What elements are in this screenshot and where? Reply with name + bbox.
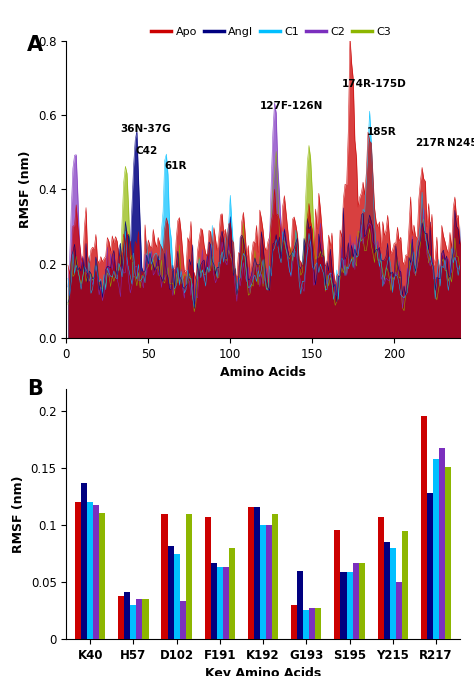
Y-axis label: RMSF (nm): RMSF (nm) <box>12 475 25 552</box>
Text: 185R: 185R <box>366 127 396 137</box>
Bar <box>272 514 278 639</box>
Bar <box>130 605 137 639</box>
Bar <box>310 608 315 639</box>
Text: 36N-37G: 36N-37G <box>120 124 171 134</box>
Bar <box>378 517 383 639</box>
Bar <box>99 512 105 639</box>
Bar <box>211 562 217 639</box>
Bar <box>421 416 427 639</box>
Bar <box>167 546 173 639</box>
Bar <box>81 483 87 639</box>
Text: N245: N245 <box>447 139 474 149</box>
Bar <box>75 502 81 639</box>
Bar <box>427 493 433 639</box>
Bar <box>162 514 167 639</box>
Bar <box>186 514 192 639</box>
Bar <box>254 507 260 639</box>
Legend: Apo, AngI, C1, C2, C3: Apo, AngI, C1, C2, C3 <box>146 22 395 41</box>
Bar <box>223 567 229 639</box>
Bar <box>334 530 340 639</box>
Bar <box>260 525 266 639</box>
Bar <box>180 602 186 639</box>
Text: 127F-126N: 127F-126N <box>260 101 323 111</box>
X-axis label: Amino Acids: Amino Acids <box>220 366 306 379</box>
Bar <box>353 562 359 639</box>
Text: A: A <box>27 34 43 55</box>
X-axis label: Key Amino Acids: Key Amino Acids <box>205 667 321 676</box>
Y-axis label: RMSF (nm): RMSF (nm) <box>19 151 32 228</box>
Bar <box>439 448 445 639</box>
Bar <box>173 554 180 639</box>
Bar <box>297 571 303 639</box>
Bar <box>445 467 451 639</box>
Text: 61R: 61R <box>164 161 187 171</box>
Bar <box>266 525 272 639</box>
Bar <box>217 567 223 639</box>
Bar <box>205 517 211 639</box>
Bar <box>137 599 143 639</box>
Bar <box>383 542 390 639</box>
Bar <box>291 605 297 639</box>
Text: 174R-175D: 174R-175D <box>342 79 407 89</box>
Bar <box>359 562 365 639</box>
Bar <box>340 572 346 639</box>
Bar <box>433 459 439 639</box>
Bar <box>87 502 93 639</box>
Bar <box>229 548 235 639</box>
Bar <box>346 572 353 639</box>
Bar <box>248 507 254 639</box>
Bar <box>303 610 310 639</box>
Bar <box>402 531 408 639</box>
Bar <box>93 505 99 639</box>
Bar <box>118 596 124 639</box>
Bar <box>124 592 130 639</box>
Text: B: B <box>27 379 43 399</box>
Bar <box>390 548 396 639</box>
Bar <box>396 582 402 639</box>
Text: 217R: 217R <box>416 139 446 149</box>
Text: C42: C42 <box>135 146 157 156</box>
Bar <box>143 599 148 639</box>
Bar <box>315 608 321 639</box>
